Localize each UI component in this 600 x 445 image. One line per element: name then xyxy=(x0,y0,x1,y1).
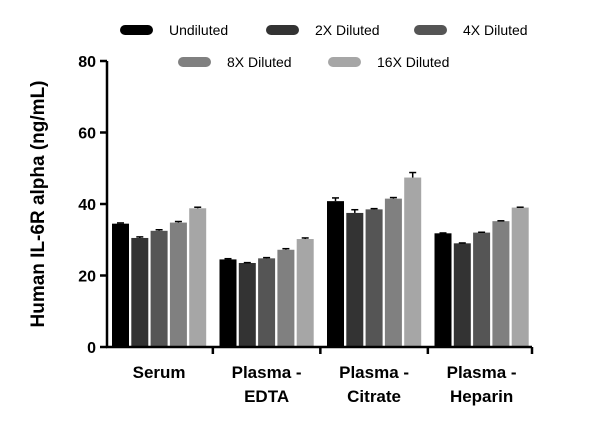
bar-0-3 xyxy=(434,233,452,347)
category-label-2: Plasma - xyxy=(339,363,409,382)
y-tick-label-1: 20 xyxy=(78,269,96,286)
bar-3-2 xyxy=(384,198,402,347)
legend-swatch-3 xyxy=(178,57,211,67)
legend-swatch-0 xyxy=(120,25,153,35)
bar-0-0 xyxy=(112,223,129,347)
category-label-line2-2: Citrate xyxy=(347,387,401,406)
bar-4-0 xyxy=(189,208,207,347)
legend-swatch-4 xyxy=(328,57,361,67)
category-label-line2-1: EDTA xyxy=(244,387,289,406)
bar-0-1 xyxy=(219,259,237,347)
bar-3-3 xyxy=(492,221,510,347)
legend-label-3: 8X Diluted xyxy=(227,54,292,70)
bar-2-2 xyxy=(365,209,383,347)
legend-swatch-1 xyxy=(266,25,299,35)
y-tick-label-2: 40 xyxy=(78,197,96,214)
legend-label-4: 16X Diluted xyxy=(377,54,449,70)
legend-label-2: 4X Diluted xyxy=(463,22,528,38)
bar-1-3 xyxy=(453,243,471,347)
bar-1-0 xyxy=(131,237,149,347)
bar-4-3 xyxy=(511,207,529,347)
bar-3-0 xyxy=(169,222,187,347)
bar-3-1 xyxy=(277,249,295,347)
legend-label-0: Undiluted xyxy=(169,22,228,38)
bar-4-2 xyxy=(404,177,422,347)
category-label-0: Serum xyxy=(133,363,186,382)
category-label-3: Plasma - xyxy=(447,363,517,382)
y-tick-label-4: 80 xyxy=(78,54,96,71)
bar-2-3 xyxy=(473,232,491,347)
bar-2-1 xyxy=(258,258,276,347)
category-label-line2-3: Heparin xyxy=(450,387,513,406)
bar-0-2 xyxy=(327,201,344,347)
bar-4-1 xyxy=(296,239,314,347)
y-tick-label-3: 60 xyxy=(78,126,96,143)
y-axis-title: Human IL-6R alpha (ng/mL) xyxy=(28,81,49,328)
bar-2-0 xyxy=(150,230,168,347)
bar-1-2 xyxy=(346,212,364,347)
bar-1-1 xyxy=(238,262,256,347)
category-label-1: Plasma - xyxy=(232,363,302,382)
legend-label-1: 2X Diluted xyxy=(315,22,380,38)
y-tick-label-0: 0 xyxy=(87,340,96,357)
legend-swatch-2 xyxy=(414,25,447,35)
